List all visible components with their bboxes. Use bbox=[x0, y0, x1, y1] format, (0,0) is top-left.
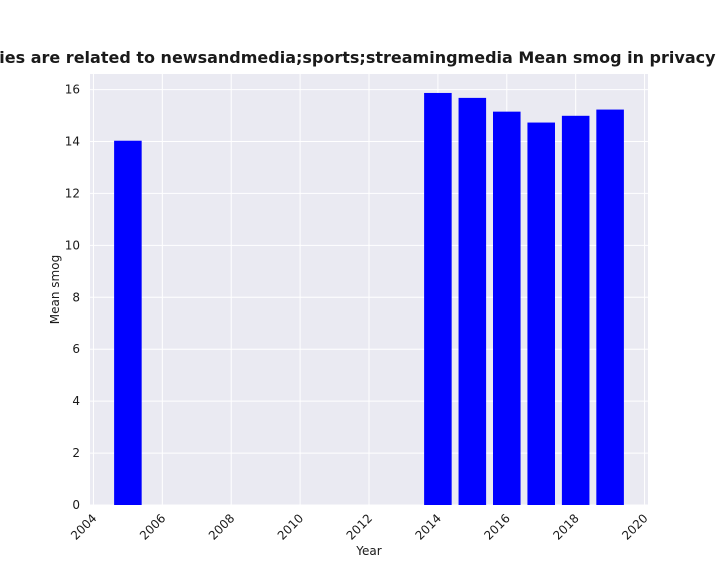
bar-2005 bbox=[114, 140, 142, 505]
x-tick-label: 2004 bbox=[68, 511, 99, 542]
y-tick-label: 0 bbox=[72, 498, 80, 512]
x-tick-label: 2012 bbox=[344, 511, 375, 542]
y-tick-label: 4 bbox=[72, 394, 80, 408]
y-tick-label: 10 bbox=[65, 238, 80, 252]
y-tick-label: 2 bbox=[72, 446, 80, 460]
x-tick-label: 2008 bbox=[206, 511, 237, 542]
x-tick-label: 2010 bbox=[275, 511, 306, 542]
bar-2017 bbox=[527, 122, 555, 506]
x-tick-label: 2020 bbox=[619, 511, 650, 542]
y-axis-label: Mean smog bbox=[48, 255, 62, 324]
y-tick-label: 14 bbox=[65, 135, 80, 149]
y-tick-label: 12 bbox=[65, 186, 80, 200]
bar-2016 bbox=[493, 111, 521, 506]
y-axis-ticks: 0 2 4 6 8 10 12 14 16 bbox=[65, 83, 80, 512]
chart-title: categories are related to newsandmedia;s… bbox=[0, 48, 720, 67]
x-tick-label: 2014 bbox=[413, 511, 444, 542]
x-axis-ticks: 2004 2006 2008 2010 2012 2014 2016 2018 2020 bbox=[68, 511, 651, 542]
bars bbox=[114, 92, 624, 506]
bar-2014 bbox=[424, 92, 452, 505]
bar-2018 bbox=[561, 115, 590, 505]
x-tick-label: 2006 bbox=[137, 511, 168, 542]
y-tick-label: 6 bbox=[72, 342, 80, 356]
x-tick-label: 2018 bbox=[550, 511, 581, 542]
x-axis-label: Year bbox=[355, 544, 381, 558]
y-tick-label: 8 bbox=[72, 290, 80, 304]
x-tick-label: 2016 bbox=[481, 511, 512, 542]
bar-2015 bbox=[458, 97, 487, 505]
y-tick-label: 16 bbox=[65, 83, 80, 97]
bar-2019 bbox=[596, 109, 624, 505]
